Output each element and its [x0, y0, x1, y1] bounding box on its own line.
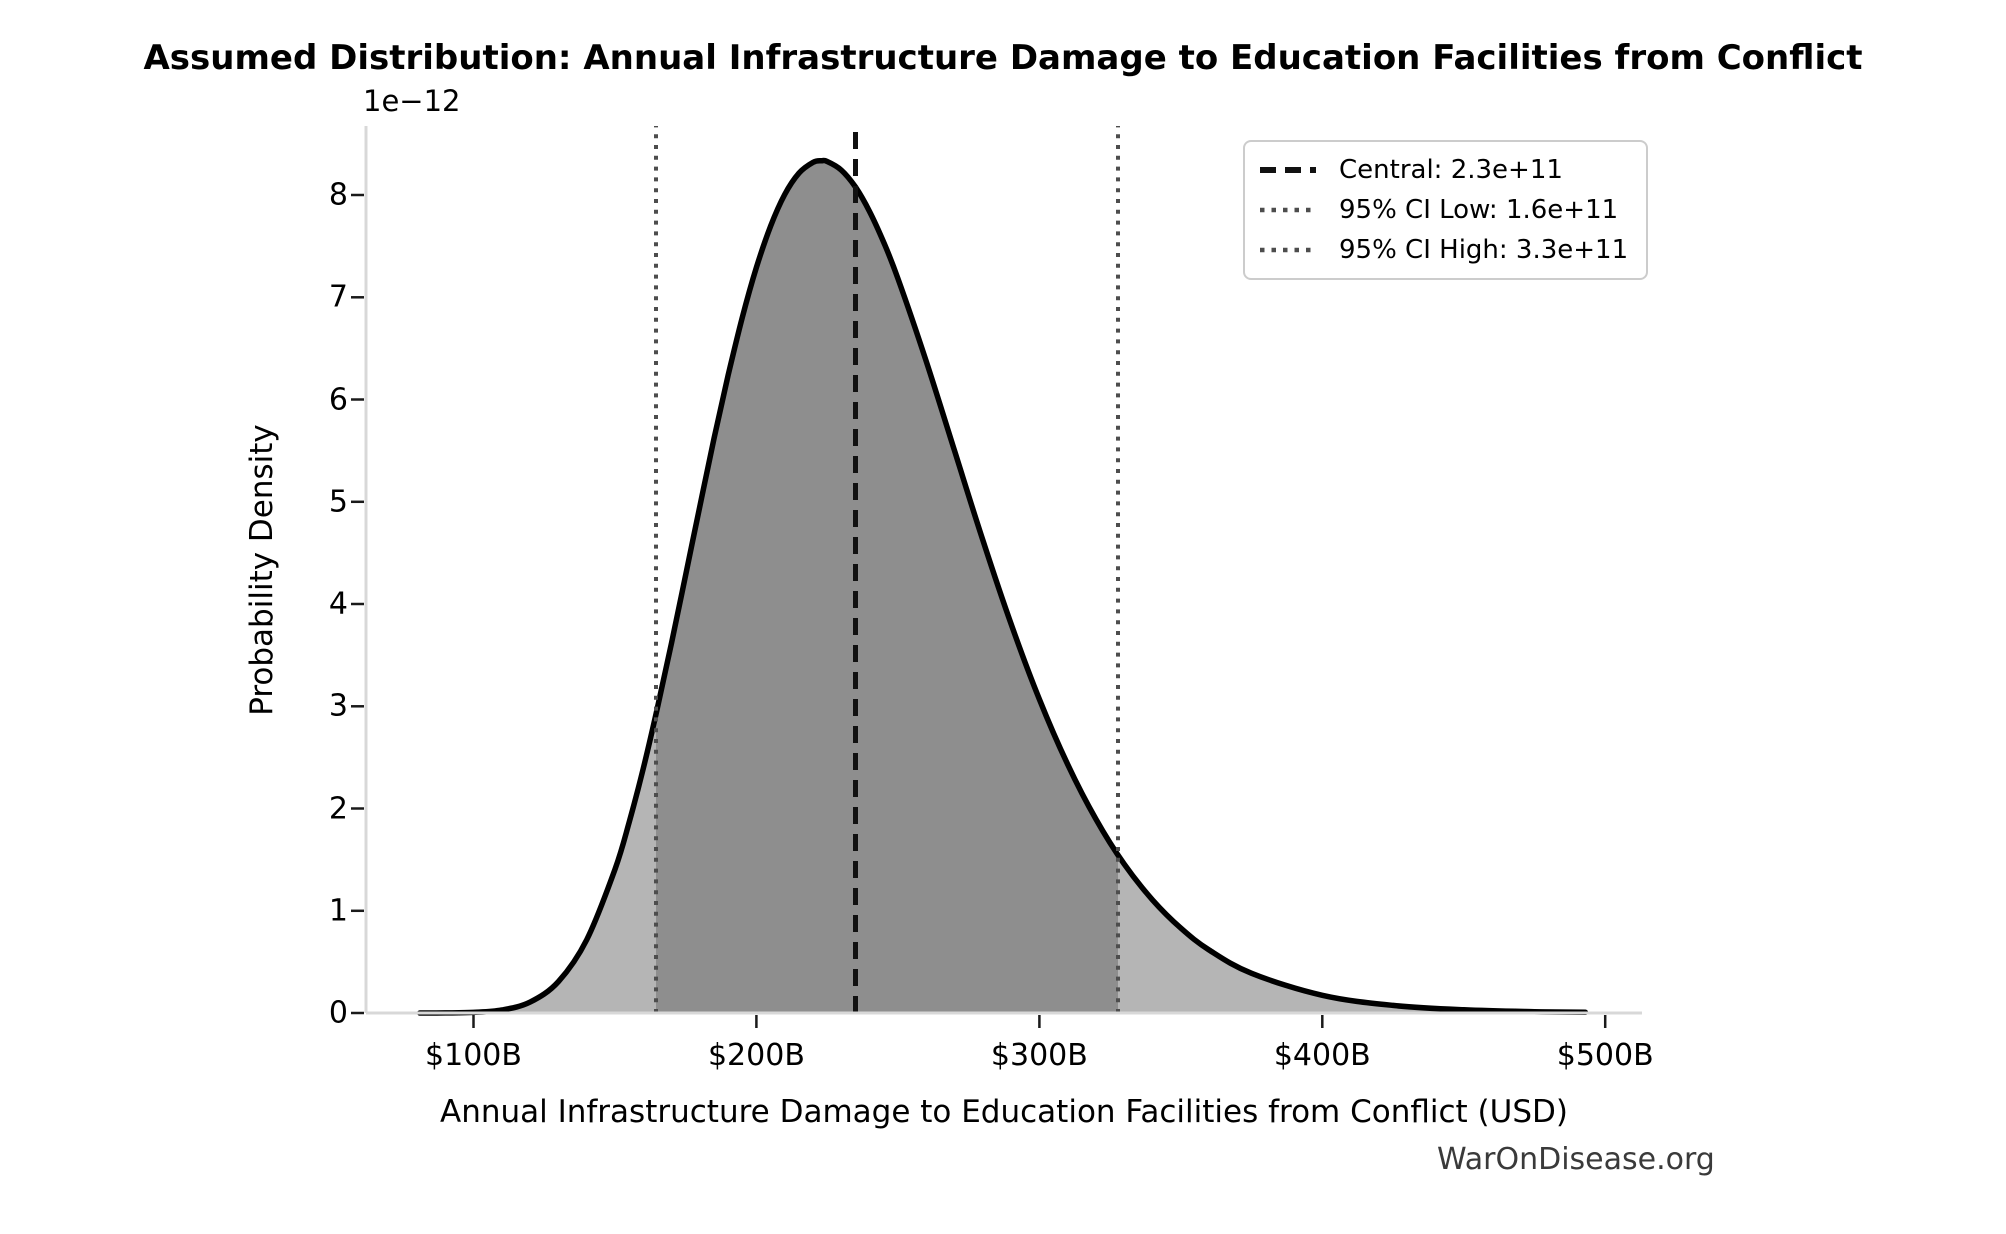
legend-item-ci-high: 95% CI High: 3.3e+11: [1259, 230, 1628, 270]
y-tick-label: 2: [328, 791, 348, 826]
x-tick-label: $400B: [1273, 1038, 1371, 1073]
y-tick-label: 6: [328, 382, 348, 417]
legend-box: Central: 2.3e+11 95% CI Low: 1.6e+11 95%…: [1243, 140, 1649, 280]
x-axis-label: Annual Infrastructure Damage to Educatio…: [439, 1094, 1568, 1130]
watermark-text: WarOnDisease.org: [1437, 1142, 1715, 1177]
y-tick-label: 1: [328, 893, 348, 929]
dotted-line-sample: [1260, 207, 1316, 213]
x-tick-label: $200B: [707, 1038, 805, 1073]
legend-label-ci-low: 95% CI Low: 1.6e+11: [1339, 195, 1619, 225]
legend-label-central: Central: 2.3e+11: [1339, 155, 1563, 185]
dotted-line-sample: [1260, 247, 1316, 253]
legend-label-ci-high: 95% CI High: 3.3e+11: [1339, 235, 1629, 265]
legend-item-central: Central: 2.3e+11: [1259, 150, 1628, 190]
x-tick-label: $500B: [1556, 1038, 1654, 1073]
dashed-line-sample: [1260, 167, 1316, 173]
y-tick-label: 7: [328, 279, 348, 315]
y-tick-label: 0: [328, 995, 348, 1031]
y-tick-label: 8: [328, 177, 348, 213]
y-tick-label: 5: [328, 484, 348, 520]
density-curve: [417, 157, 1589, 1016]
y-axis-offset-label: 1e−12: [363, 84, 461, 118]
y-tick-label: 3: [328, 688, 348, 724]
x-tick-label: $100B: [425, 1038, 522, 1073]
chart-title: Assumed Distribution: Annual Infrastruct…: [143, 38, 1863, 78]
legend-item-ci-low: 95% CI Low: 1.6e+11: [1259, 190, 1628, 230]
x-tick-label: $300B: [990, 1038, 1088, 1073]
ci-region-fill: [655, 160, 1118, 1014]
y-tick-label: 4: [328, 586, 348, 622]
